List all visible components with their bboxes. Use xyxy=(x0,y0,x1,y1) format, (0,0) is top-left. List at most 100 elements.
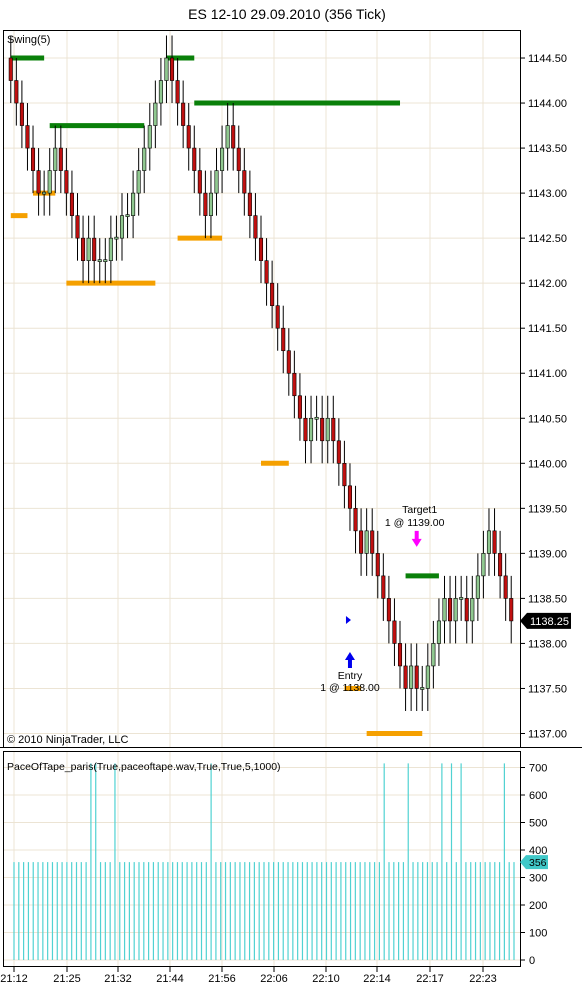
candle xyxy=(347,463,352,531)
volume-tick-label: 100 xyxy=(529,928,547,940)
candle xyxy=(442,575,447,644)
candle xyxy=(19,80,24,149)
candle xyxy=(475,553,480,621)
candle xyxy=(292,350,297,419)
price-grid xyxy=(4,31,520,747)
pace-indicator-label: PaceOfTape_paris(True,paceoftape.wav,Tru… xyxy=(7,761,281,773)
candle xyxy=(170,35,175,104)
candle xyxy=(397,620,403,689)
volume-tick-label: 700 xyxy=(529,763,547,775)
price-tick-label: 1139.50 xyxy=(528,503,567,515)
target-arrow-icon xyxy=(411,530,422,547)
candle xyxy=(253,193,258,261)
candle xyxy=(403,643,408,711)
time-tick-label: 22:23 xyxy=(469,973,497,985)
candle xyxy=(364,508,369,576)
candle xyxy=(86,215,91,284)
price-tick-label: 1137.50 xyxy=(528,683,567,695)
candlesticks xyxy=(8,35,514,711)
candle xyxy=(459,575,464,621)
last-price-label: 1138.25 xyxy=(530,616,569,628)
price-tick-label: 1137.00 xyxy=(528,728,567,740)
target-fill-label: 1 @ 1139.00 xyxy=(385,517,445,529)
volume-tick-label: 200 xyxy=(529,900,547,912)
candle xyxy=(509,575,514,644)
candle xyxy=(131,170,136,239)
candle xyxy=(114,215,119,261)
candle xyxy=(314,395,319,441)
candle xyxy=(453,575,458,644)
candle xyxy=(30,125,36,194)
volume-last-marker xyxy=(520,855,548,870)
price-tick-label: 1139.00 xyxy=(528,548,567,560)
price-tick-label: 1138.50 xyxy=(528,593,567,605)
candle xyxy=(47,148,52,216)
candle xyxy=(164,35,169,104)
entry-label: Entry xyxy=(338,670,363,682)
candle xyxy=(58,125,63,194)
candle xyxy=(192,125,197,194)
candle xyxy=(75,193,80,261)
candle xyxy=(53,125,58,194)
candle xyxy=(203,170,208,239)
candle xyxy=(8,35,13,104)
candle xyxy=(125,193,130,239)
candle xyxy=(370,508,375,576)
candle xyxy=(214,148,219,216)
candle xyxy=(153,80,158,149)
time-tick-label: 21:44 xyxy=(156,973,184,985)
candle xyxy=(81,215,86,284)
candle xyxy=(97,238,102,284)
candle xyxy=(186,103,191,171)
candle xyxy=(414,643,419,711)
candle xyxy=(425,643,430,711)
candle xyxy=(225,103,230,171)
candle xyxy=(69,170,74,239)
candle xyxy=(386,575,391,644)
candle xyxy=(220,125,225,194)
candle xyxy=(320,395,325,464)
time-axis: 21:12 21:25 21:32 21:44 21:56 22:06 22:10 22:14… xyxy=(0,967,497,985)
candle xyxy=(409,643,414,711)
candle xyxy=(381,553,386,621)
candle xyxy=(64,148,69,216)
candle xyxy=(208,170,213,239)
time-tick-label: 22:10 xyxy=(312,973,340,985)
volume-tick-label: 300 xyxy=(529,873,547,885)
entry-marker-icon xyxy=(345,615,351,624)
price-tick-label: 1142.00 xyxy=(528,278,567,290)
price-tick-label: 1144.00 xyxy=(528,98,567,110)
volume-bars xyxy=(13,763,515,960)
candle xyxy=(431,620,436,689)
volume-last-label: 356 xyxy=(529,857,547,869)
volume-tick-label: 400 xyxy=(529,845,547,857)
candle xyxy=(158,58,163,126)
candle xyxy=(42,170,47,216)
candle xyxy=(448,575,453,644)
candle xyxy=(464,575,469,644)
time-tick-label: 21:32 xyxy=(104,973,132,985)
candle xyxy=(286,328,291,396)
candle xyxy=(108,215,113,284)
price-tick-label: 1141.00 xyxy=(528,368,567,380)
time-tick-label: 21:56 xyxy=(208,973,236,985)
candle xyxy=(420,665,425,711)
candle xyxy=(281,305,286,374)
candle xyxy=(436,598,441,666)
candle xyxy=(119,193,125,261)
price-tick-label: 1140.00 xyxy=(528,458,567,470)
time-tick-label: 22:06 xyxy=(260,973,288,985)
price-tick-label: 1142.50 xyxy=(528,233,567,245)
candle xyxy=(503,553,508,621)
candle xyxy=(470,575,475,644)
entry-fill-label: 1 @ 1138.00 xyxy=(320,682,380,694)
volume-axis: 700 600 500 400 300 200 100 0 356 xyxy=(520,763,548,967)
candle xyxy=(236,125,241,194)
volume-tick-label: 500 xyxy=(529,818,547,830)
candle xyxy=(258,215,264,284)
time-tick-label: 21:12 xyxy=(0,973,28,985)
candle xyxy=(175,58,180,126)
candle xyxy=(25,103,30,171)
target-label: Target1 xyxy=(402,504,437,516)
